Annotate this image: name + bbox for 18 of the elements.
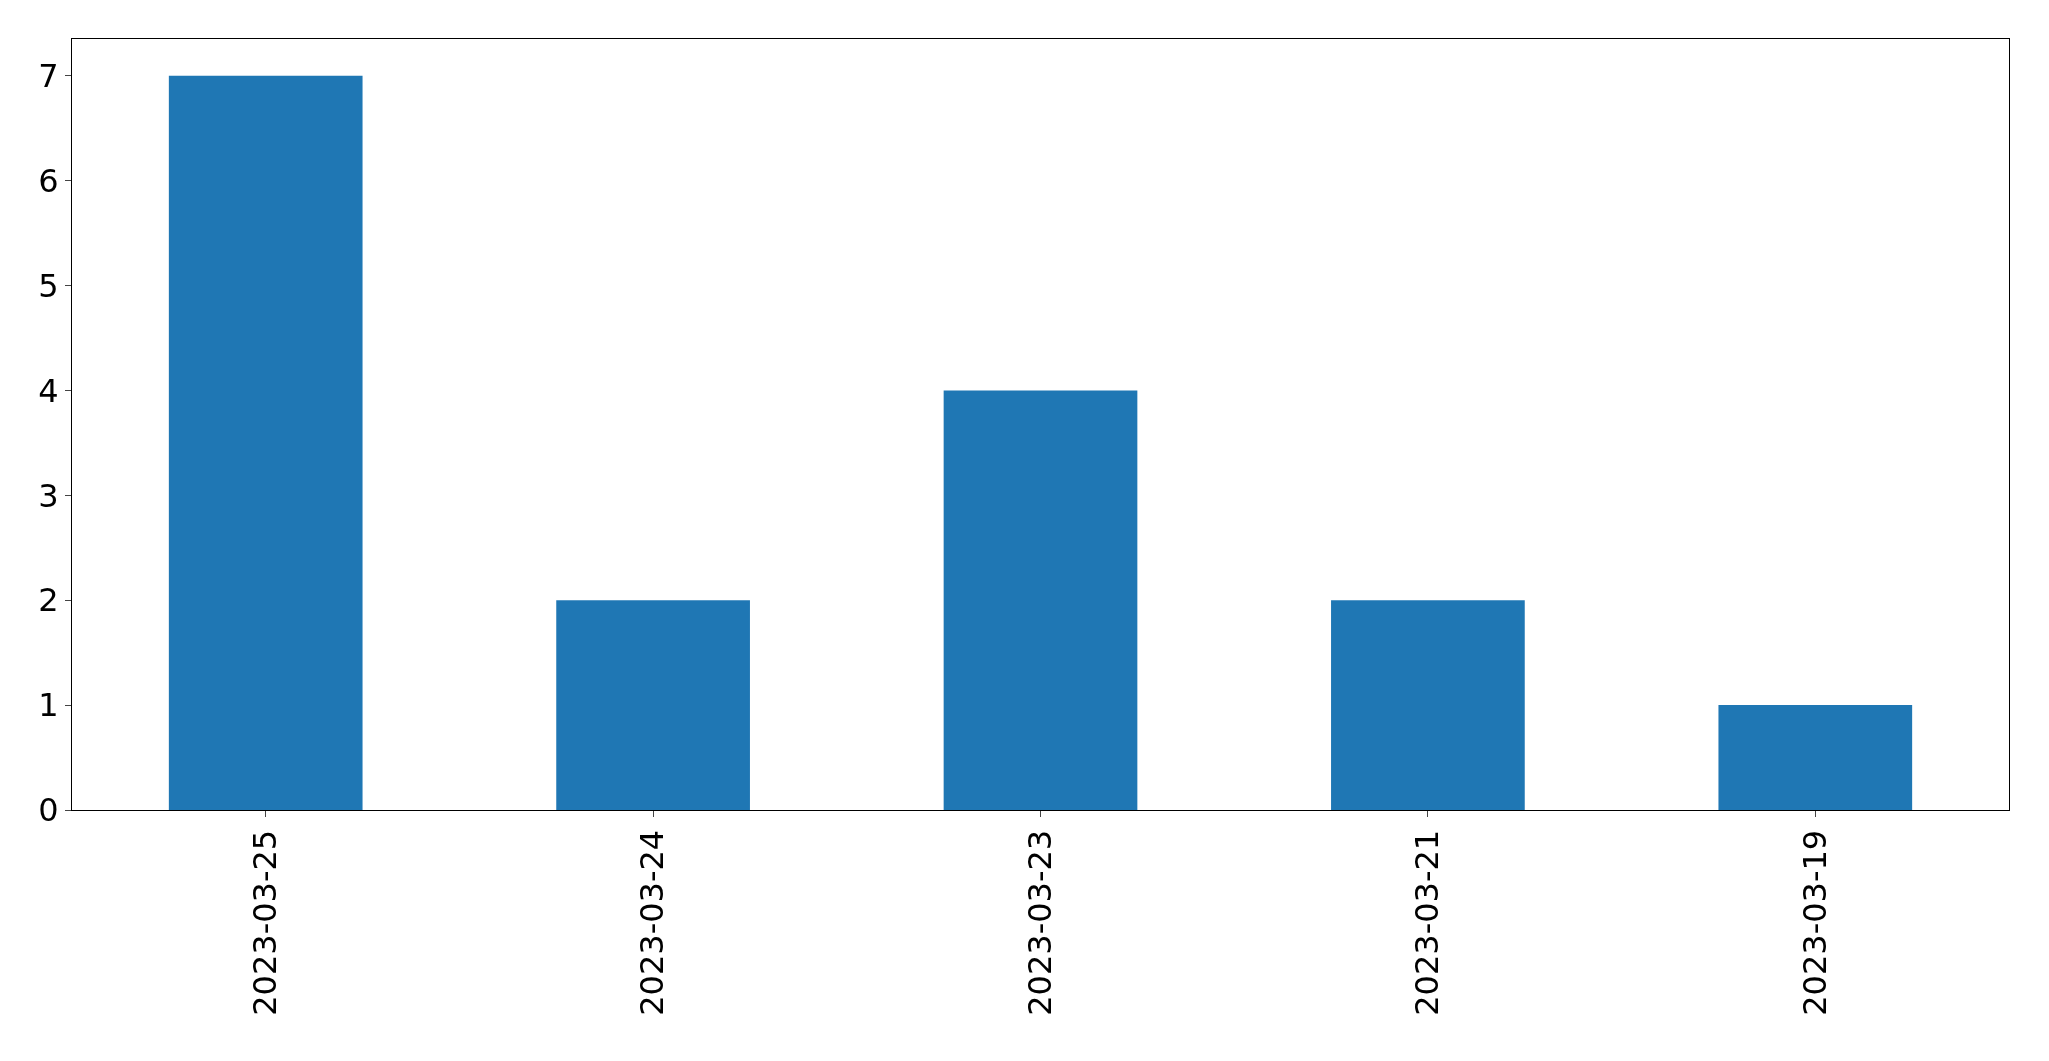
y-tick-label: 0 xyxy=(38,791,59,830)
x-tick-label: 2023-03-21 xyxy=(1408,829,1447,1016)
x-tick-label: 2023-03-24 xyxy=(633,829,672,1016)
y-tick-label: 7 xyxy=(38,56,59,95)
bar xyxy=(943,390,1138,810)
bar xyxy=(168,75,363,810)
y-tick-label: 6 xyxy=(38,161,59,200)
y-tick-label: 5 xyxy=(38,266,59,305)
x-tick-label: 2023-03-25 xyxy=(246,829,285,1016)
bar xyxy=(1718,705,1913,810)
y-tick-label: 4 xyxy=(38,371,59,410)
y-tick-label: 3 xyxy=(38,476,59,515)
y-tick-label: 2 xyxy=(38,581,59,620)
bar xyxy=(556,600,750,810)
x-tick-label: 2023-03-19 xyxy=(1795,829,1834,1016)
bar xyxy=(1331,600,1525,810)
y-tick-label: 1 xyxy=(38,686,59,725)
x-tick-label: 2023-03-23 xyxy=(1020,829,1059,1016)
